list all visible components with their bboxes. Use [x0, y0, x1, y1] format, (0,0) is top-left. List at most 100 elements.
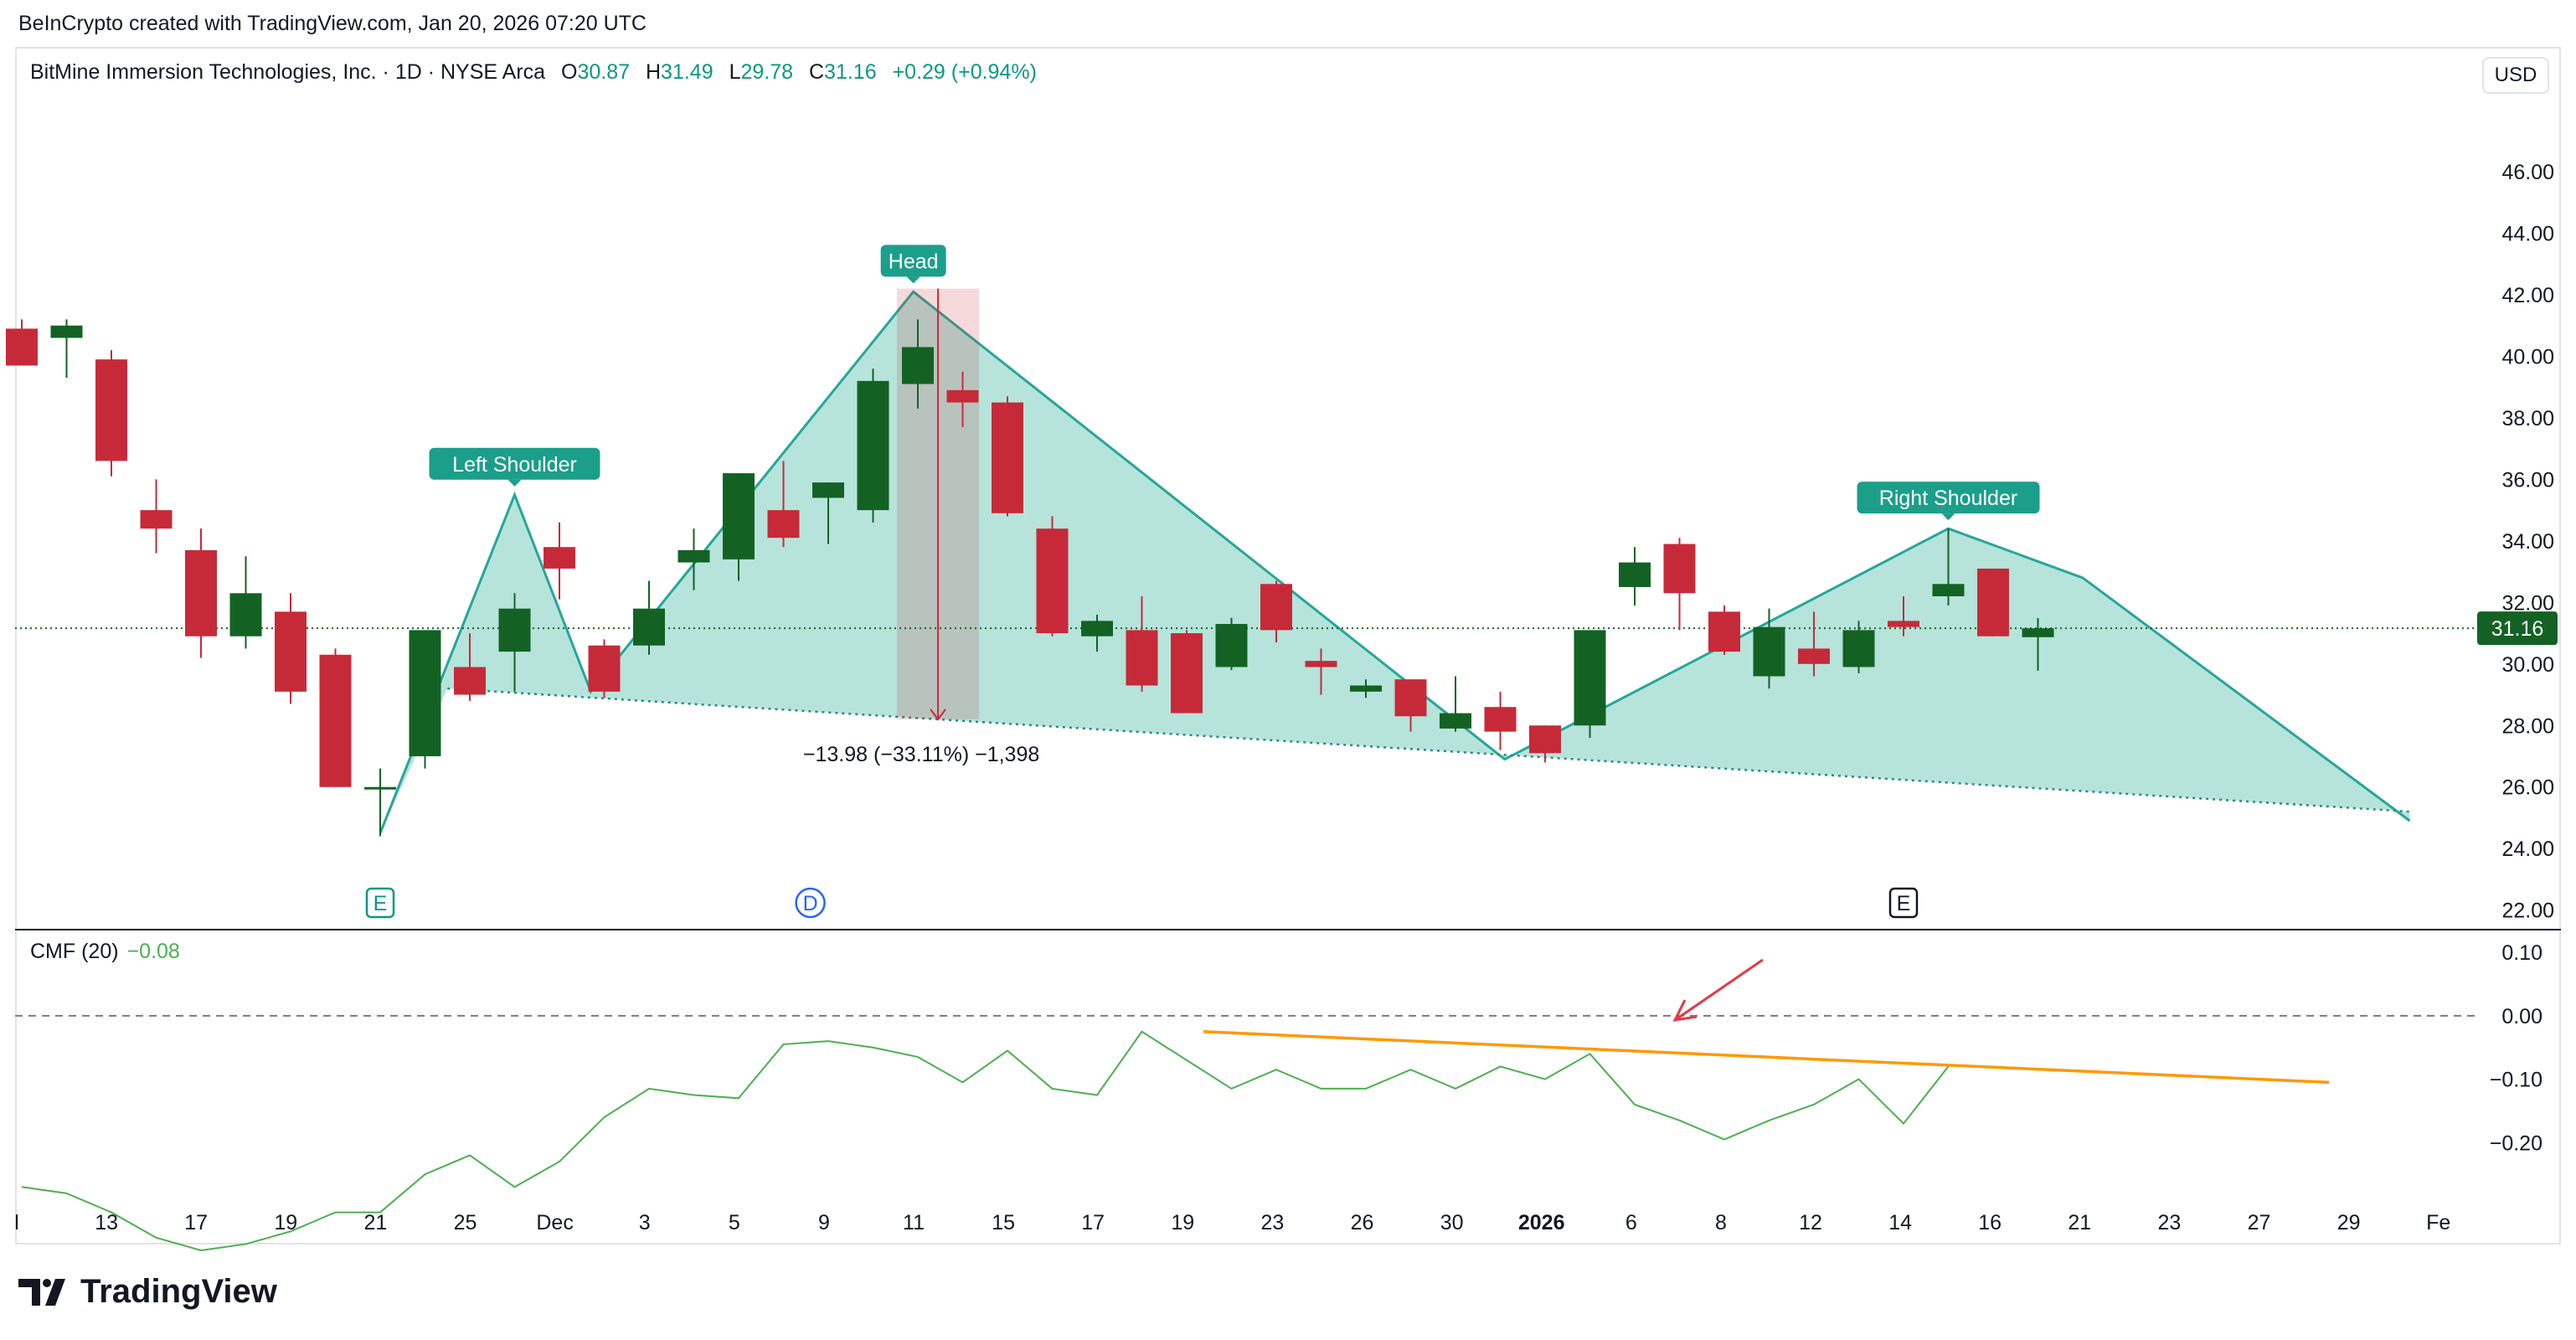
price-axis-tick: 34.00: [2501, 530, 2554, 554]
time-axis-tick: l: [14, 1211, 19, 1234]
candle-body: [1574, 630, 1606, 726]
time-axis-tick: 21: [2068, 1211, 2091, 1234]
candle-body: [1081, 621, 1113, 636]
cmf-trendline: [1203, 1030, 2330, 1085]
tradingview-logo-icon: [18, 1278, 65, 1306]
cmf-axis-tick: −0.10: [2490, 1069, 2543, 1092]
time-axis-tick: 25: [454, 1211, 477, 1234]
candle-body: [1842, 630, 1875, 667]
candle-body: [633, 608, 665, 646]
candle-body: [319, 654, 352, 787]
candle-body: [812, 482, 844, 498]
candle-body: [767, 510, 800, 539]
pattern-label: Right Shoulder: [1879, 487, 2017, 510]
high-value: 31.49: [661, 60, 714, 84]
dividend-marker: [795, 887, 826, 919]
cmf-title: CMF (20): [30, 940, 119, 963]
time-axis-tick: 13: [95, 1211, 118, 1234]
pattern-label-box: [1857, 482, 2040, 514]
divergence-arrowhead: [1672, 999, 1698, 1022]
event-label: D: [803, 892, 818, 915]
time-axis-tick: 17: [1081, 1211, 1105, 1234]
price-axis-tick: 40.00: [2501, 345, 2554, 368]
candle-body: [544, 547, 575, 569]
candle-body: [1036, 528, 1069, 634]
candle-body: [1663, 544, 1696, 594]
pattern-label-box: [880, 245, 946, 277]
time-axis-tick: 11: [903, 1211, 925, 1234]
event-label: E: [374, 892, 388, 915]
candle-body: [1126, 630, 1158, 686]
candle-body: [1708, 611, 1740, 652]
time-axis-tick: 23: [1260, 1211, 1284, 1234]
attribution-text: BeInCrypto created with TradingView.com,…: [18, 12, 647, 35]
price-axis-tick: 28.00: [2501, 714, 2554, 738]
time-axis-tick: 27: [2248, 1211, 2271, 1234]
candle-body: [1171, 633, 1203, 714]
time-axis-tick: 21: [363, 1211, 387, 1234]
candle-body: [50, 325, 83, 338]
candle-body: [1529, 725, 1561, 754]
open-key: O: [561, 60, 578, 84]
candle-body: [1888, 621, 1919, 627]
time-axis-tick: 16: [1978, 1211, 2002, 1234]
candle-body: [498, 608, 531, 652]
time-axis-tick: 30: [1440, 1211, 1464, 1234]
measure-label: −13.98 (−33.11%) −1,398: [803, 743, 1039, 766]
currency-button[interactable]: USD: [2482, 57, 2549, 94]
time-axis-tick: 14: [1888, 1211, 1912, 1234]
pattern-label-pointer: [1941, 513, 1955, 521]
measure-arrowhead: [930, 709, 946, 721]
candle-body: [229, 593, 262, 636]
candle-body: [946, 389, 979, 403]
candle-body: [95, 359, 127, 461]
time-axis-tick: 2026: [1518, 1211, 1565, 1234]
pattern-label-pointer: [906, 276, 920, 284]
time-axis-tick: 29: [2337, 1211, 2361, 1234]
candle-body: [185, 549, 217, 636]
cmf-axis-tick: −0.20: [2490, 1131, 2543, 1155]
cmf-line: [21, 1030, 1950, 1252]
time-axis-tick: 9: [818, 1211, 830, 1234]
candle-body: [992, 402, 1023, 513]
price-axis-tick: 22.00: [2501, 899, 2554, 923]
candle-body: [454, 667, 486, 695]
candle-body: [409, 630, 441, 756]
candle-body: [275, 611, 307, 692]
time-axis-tick: 6: [1625, 1211, 1637, 1234]
price-axis-tick: 38.00: [2501, 407, 2554, 430]
candle-body: [588, 645, 621, 692]
cmf-axis-tick: 0.00: [2501, 1005, 2543, 1028]
candle-body: [1394, 679, 1427, 717]
price-axis-tick: 24.00: [2501, 838, 2554, 861]
candle-body: [1215, 624, 1248, 667]
earnings-marker: [1888, 887, 1919, 919]
event-label: E: [1897, 892, 1911, 915]
symbol-label: BitMine Immersion Technologies, Inc. · 1…: [30, 60, 546, 84]
low-value: 29.78: [740, 60, 794, 84]
price-axis-tick: 30.00: [2501, 653, 2554, 677]
close-key: C: [808, 60, 825, 84]
price-axis-tick: 36.00: [2501, 468, 2554, 492]
chart-frame: [15, 47, 2561, 1245]
tradingview-logo-text: TradingView: [80, 1273, 277, 1310]
pattern-label-pointer: [507, 479, 522, 487]
time-axis-tick: 5: [729, 1211, 740, 1234]
change-value: +0.29 (+0.94%): [892, 60, 1037, 84]
candle-body: [2022, 628, 2054, 637]
pattern-outline: [379, 290, 2411, 834]
time-axis-tick: 19: [1171, 1211, 1194, 1234]
candle-body: [902, 347, 934, 384]
close-value: 31.16: [824, 60, 877, 84]
candle-body: [364, 786, 396, 790]
candle-body: [723, 473, 755, 559]
price-axis-tick: 44.00: [2501, 223, 2554, 246]
candle-body: [1350, 685, 1382, 692]
time-axis-tick: 15: [992, 1211, 1015, 1234]
price-axis-tick: 46.00: [2501, 161, 2554, 184]
pattern-label: Head: [889, 250, 939, 273]
candle-body: [1440, 713, 1471, 729]
last-price-tag-label: 31.16: [2491, 617, 2544, 641]
high-key: H: [645, 60, 662, 84]
